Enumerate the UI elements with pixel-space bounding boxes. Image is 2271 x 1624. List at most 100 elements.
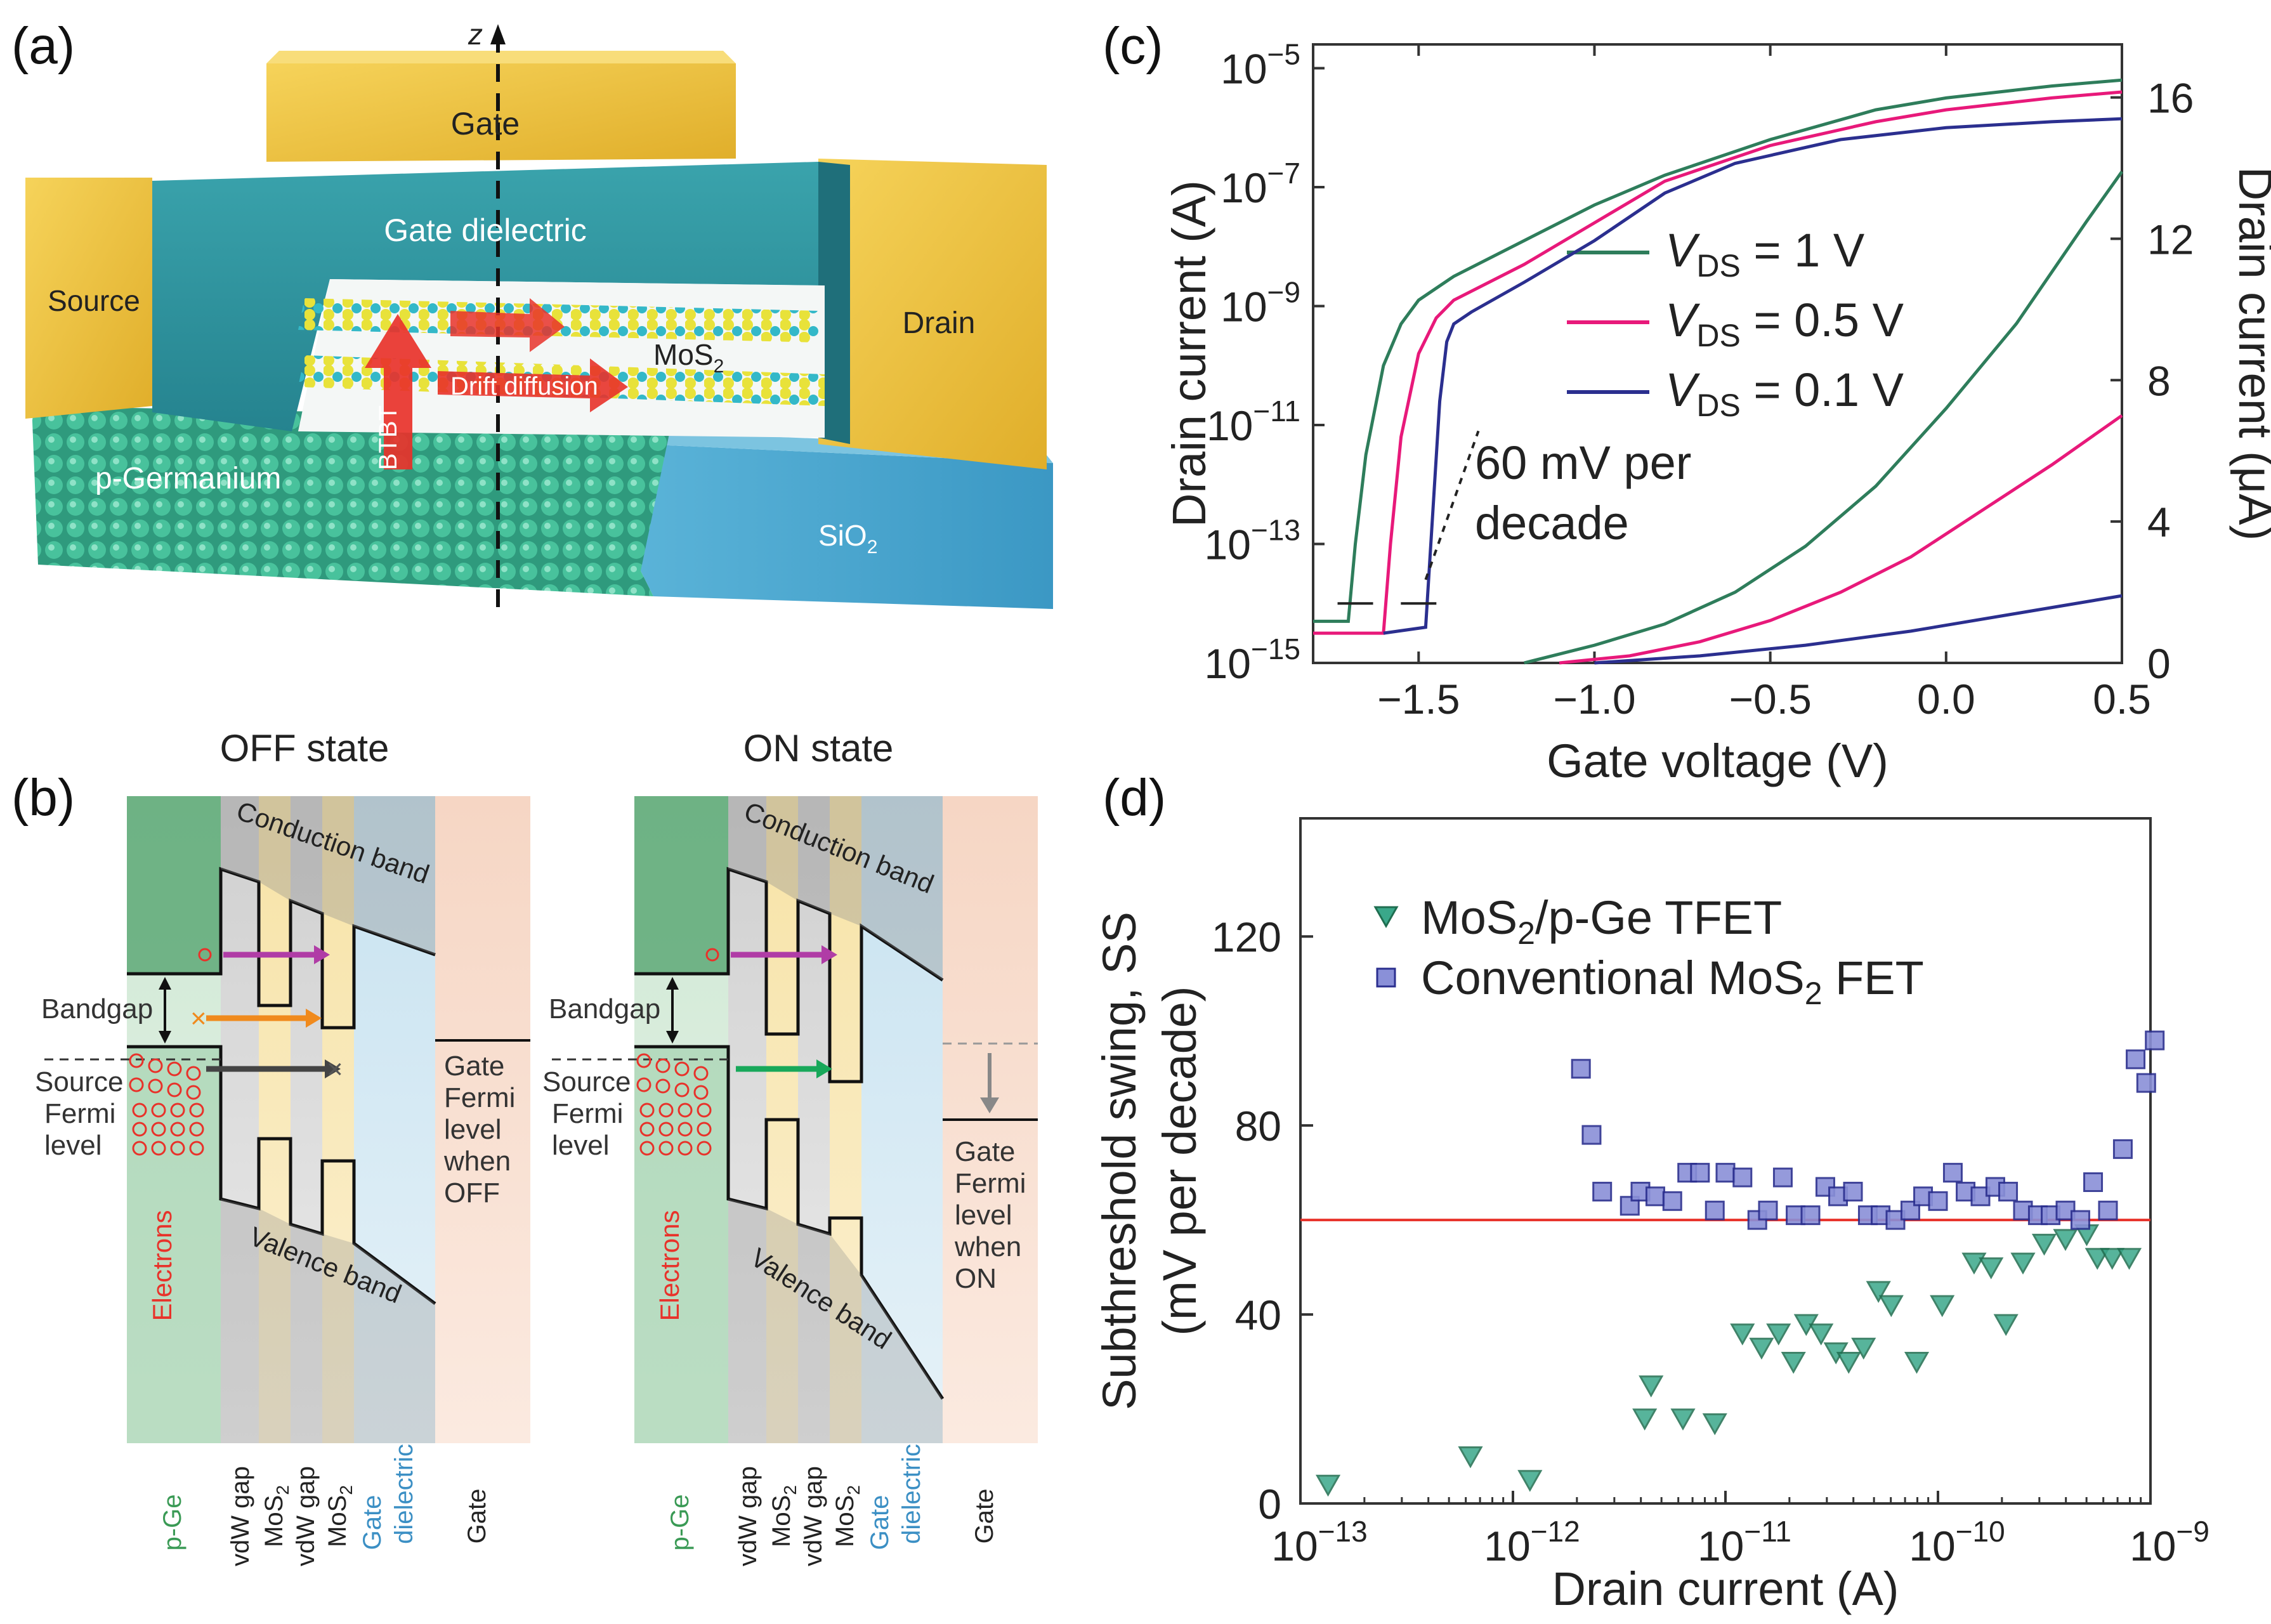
chart-d-point-square: [2070, 1210, 2090, 1230]
btbt-label: BTBT: [374, 405, 402, 470]
chart-d-point-triangle: [1766, 1323, 1791, 1346]
chart-c-y-tick-label: 10−5: [1221, 38, 1300, 93]
gate-label: Gate: [451, 106, 520, 141]
on-gate-fermi-2: Fermi: [955, 1168, 1026, 1199]
chart-d-ylabel-1: Subthreshold swing, SS: [1093, 912, 1146, 1410]
chart-c-y2-tick-label: 12: [2147, 216, 2194, 263]
sio2-label: SiO2: [818, 519, 877, 558]
chart-c-series-log-2: [1383, 117, 2123, 635]
chart-d-point-square: [1843, 1181, 1863, 1202]
chart-d-point-square: [2083, 1172, 2104, 1193]
chart-c-y2-tick-label: 8: [2147, 357, 2171, 404]
on-fermi-1: Source: [542, 1066, 631, 1097]
btbt-arrow: [365, 314, 431, 469]
svg-text:MoS2: MoS2: [324, 1485, 356, 1547]
on-electrons: [636, 948, 719, 1156]
chart-c-frame: [1312, 43, 2123, 664]
chart-c-y2-tick-label: 0: [2147, 640, 2171, 687]
svg-text:p-Ge: p-Ge: [159, 1495, 187, 1551]
chart-c-x-tick-label: 0.0: [1917, 676, 1975, 723]
chart-c-series-linear-0: [1523, 171, 2124, 665]
chart-d-point-square: [1715, 1163, 1736, 1183]
off-state-title: OFF state: [220, 727, 389, 769]
off-gate-fermi-5: OFF: [444, 1177, 500, 1208]
off-electrons: [129, 948, 212, 1156]
on-gate-fermi-4: when: [954, 1231, 1021, 1262]
chart-d-point-triangle: [2010, 1252, 2036, 1275]
chart-d-point-square: [1705, 1200, 1725, 1221]
svg-text:vdW gap: vdW gap: [292, 1466, 320, 1566]
on-gate-fermi-1: Gate: [955, 1136, 1015, 1167]
svg-text:MoS2: MoS2: [260, 1485, 292, 1547]
chart-d-point-square: [1690, 1163, 1710, 1183]
chart-d-point-triangle: [1851, 1337, 1876, 1360]
off-electrons-label: Electrons: [147, 1210, 177, 1321]
chart-c-y-tick-label: 10−13: [1205, 514, 1300, 568]
device-schematic: z Gate Gate dielectric Source Drain MoS2…: [25, 18, 1053, 609]
sio2-block: [641, 444, 1053, 609]
chart-d-x-tick-label: 10−12: [1484, 1515, 1580, 1569]
chart-d-y-tick-label: 40: [1235, 1292, 1281, 1339]
chart-c-y-tick-label: 10−7: [1221, 157, 1300, 211]
source-label: Source: [48, 284, 140, 317]
chart-d-point-square: [1900, 1200, 1920, 1221]
on-state-title: ON state: [743, 727, 894, 769]
chart-c-y2-tick-label: 16: [2147, 75, 2194, 122]
chart-c-legend-label: VDS = 0.5 V: [1665, 294, 1904, 353]
chart-d-point-square: [2145, 1030, 2165, 1051]
chart-d-point-square: [1942, 1163, 1963, 1183]
off-fermi-1: Source: [35, 1066, 123, 1097]
off-bandgap-label: Bandgap: [41, 993, 153, 1025]
chart-d-point-triangle: [1809, 1323, 1834, 1346]
chart-c-series-linear-1: [1559, 414, 2123, 665]
chart-c-x-tick-label: −1.0: [1553, 676, 1635, 723]
off-fermi-3: level: [44, 1130, 102, 1161]
chart-d-point-square: [1828, 1186, 1849, 1207]
chart-d-point-triangle: [1781, 1352, 1806, 1374]
chart-c-series-log-0: [1313, 78, 2123, 623]
chart-d-point-square: [1732, 1167, 1753, 1188]
chart-c-y-tick-label: 10−15: [1205, 632, 1300, 687]
chart-d-point-square: [1571, 1059, 1591, 1079]
svg-text:MoS2: MoS2: [831, 1485, 863, 1547]
chart-d-legend-label: Conventional MoS2 FET: [1421, 952, 1924, 1011]
svg-text:Gate: Gate: [463, 1489, 491, 1544]
mos2-label: MoS2: [653, 338, 724, 377]
chart-d-point-triangle: [1639, 1375, 1664, 1398]
chart-d-x-tick-label: 10−9: [2130, 1515, 2209, 1569]
chart-c: −1.5 −1.0 −0.5 0.0 0.5 10−5 10−7 10−9 10−11 10−13…: [1163, 38, 2271, 788]
chart-d-x-tick-label: 10−11: [1698, 1515, 1791, 1569]
on-gate-fermi-5: ON: [955, 1263, 997, 1294]
chart-d-point-triangle: [1961, 1252, 1987, 1275]
band-diagram-on: ON state Bandgap Source Fermi level Gate…: [542, 727, 1038, 1566]
germanium-slab: [32, 406, 672, 596]
svg-text:Gate: Gate: [971, 1489, 998, 1544]
chart-d-point-triangle: [1670, 1408, 1696, 1431]
svg-text:vdW gap: vdW gap: [799, 1466, 827, 1566]
on-layer-labels: p-Ge vdW gap MoS2 vdW gap MoS2 Gate diel…: [666, 1444, 998, 1566]
chart-d-point-triangle: [1517, 1470, 1543, 1492]
chart-d-point-square: [1592, 1181, 1613, 1202]
chart-d-point-triangle: [1930, 1295, 1955, 1318]
chart-d: 10−13 10−12 10−11 10−10 10−9 0 40 80 120 Drain cu…: [1093, 817, 2209, 1615]
off-x-mark-2: ×: [327, 1054, 343, 1085]
chart-d-point-triangle: [2084, 1248, 2110, 1270]
chart-d-point-square: [2098, 1200, 2118, 1221]
chart-d-point-triangle: [1458, 1446, 1483, 1469]
chart-d-point-square: [2136, 1073, 2156, 1093]
chart-d-y-tick-label: 0: [1258, 1481, 1281, 1528]
chart-c-series-linear-2: [1594, 594, 2123, 665]
on-fermi-2: Fermi: [552, 1098, 623, 1129]
chart-d-xlabel: Drain current (A): [1552, 1562, 1899, 1615]
off-fermi-2: Fermi: [44, 1098, 115, 1129]
chart-d-point-triangle: [2053, 1229, 2078, 1251]
svg-text:Gate: Gate: [358, 1495, 386, 1550]
on-gate-fermi-3: level: [955, 1200, 1012, 1231]
chart-d-point-triangle: [1730, 1323, 1755, 1346]
svg-text:p-Ge: p-Ge: [666, 1495, 694, 1551]
off-gate-fermi-3: level: [444, 1114, 502, 1145]
off-x-mark-1: ×: [190, 1003, 207, 1034]
chart-d-point-square: [1772, 1167, 1793, 1188]
